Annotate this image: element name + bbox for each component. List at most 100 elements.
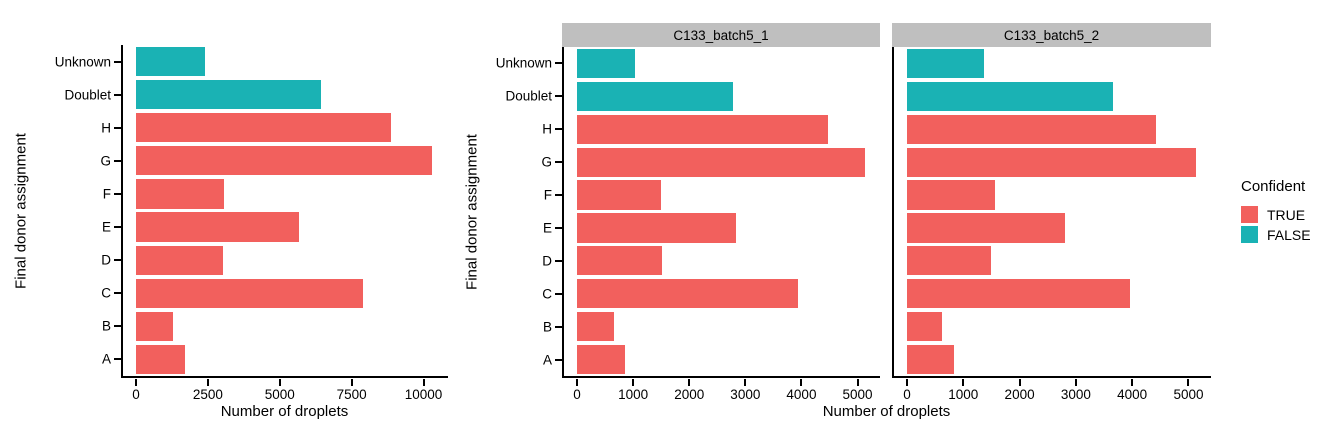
bar-overall-c bbox=[136, 278, 364, 308]
bar-facet_C133_batch5_2-unknown bbox=[907, 48, 984, 78]
y-tick-label-g: G bbox=[100, 153, 111, 169]
y-tick-label-a: A bbox=[542, 352, 552, 368]
y-axis-tick bbox=[554, 194, 562, 197]
y-axis-title: Final donor assignment bbox=[12, 133, 30, 289]
y-axis-title: Final donor assignment bbox=[463, 134, 481, 290]
y-axis-tick bbox=[113, 226, 121, 229]
x-axis-tick bbox=[422, 378, 425, 386]
y-tick-label-unknown: Unknown bbox=[495, 55, 552, 71]
y-axis-tick bbox=[554, 358, 562, 361]
facet-strip-batch5-1: C133_batch5_1 bbox=[562, 23, 880, 47]
y-axis-tick bbox=[554, 62, 562, 65]
y-axis-tick bbox=[554, 128, 562, 131]
bar-overall-e bbox=[136, 212, 299, 242]
legend-label: FALSE bbox=[1267, 226, 1311, 243]
x-tick-label-1000: 1000 bbox=[948, 387, 979, 402]
bar-overall-h bbox=[136, 113, 392, 143]
x-tick-label-5000: 5000 bbox=[1173, 387, 1204, 402]
bar-facet_C133_batch5_2-e bbox=[907, 213, 1065, 243]
y-axis-tick bbox=[554, 292, 562, 295]
x-tick-label-2500: 2500 bbox=[192, 387, 223, 402]
legend-items: TRUE FALSE bbox=[1241, 206, 1311, 243]
x-axis-title: Number of droplets bbox=[822, 403, 951, 420]
y-tick-label-b: B bbox=[101, 318, 111, 334]
y-axis-tick bbox=[554, 325, 562, 328]
legend: Confident TRUE FALSE bbox=[1241, 178, 1311, 246]
bar-facet_C133_batch5_1-h bbox=[577, 114, 828, 144]
y-axis-tick bbox=[113, 292, 121, 295]
bar-facet_C133_batch5_1-g bbox=[577, 147, 865, 177]
legend-label: TRUE bbox=[1267, 206, 1306, 223]
y-axis-tick bbox=[113, 159, 121, 162]
y-tick-label-d: D bbox=[101, 252, 111, 268]
bar-facet_C133_batch5_1-d bbox=[577, 246, 663, 276]
y-tick-label-doublet: Doublet bbox=[505, 88, 552, 104]
x-tick-label-4000: 4000 bbox=[786, 387, 817, 402]
y-tick-label-f: F bbox=[543, 187, 552, 203]
y-tick-label-f: F bbox=[102, 186, 111, 202]
bar-overall-unknown bbox=[136, 46, 205, 77]
x-axis-tick bbox=[906, 378, 908, 386]
x-axis-tick bbox=[576, 378, 578, 386]
y-axis-tick bbox=[113, 325, 121, 328]
x-tick-label-2000: 2000 bbox=[674, 387, 705, 402]
bar-overall-f bbox=[136, 179, 225, 209]
bar-facet_C133_batch5_2-c bbox=[907, 279, 1130, 309]
y-axis-tick bbox=[554, 161, 562, 164]
x-tick-label-0: 0 bbox=[903, 387, 911, 402]
y-axis-tick bbox=[113, 358, 121, 361]
overall-chart-panel: Unknown Doublet H G F E D C B A 0 2500 5000 7500 10000 bbox=[55, 45, 448, 402]
legend-swatch-true bbox=[1241, 206, 1258, 223]
x-axis-tick bbox=[1187, 378, 1190, 386]
bar-overall-a bbox=[136, 344, 186, 375]
x-tick-label-7500: 7500 bbox=[336, 387, 367, 402]
y-axis-tick bbox=[554, 259, 562, 262]
legend-item-true: TRUE bbox=[1241, 206, 1311, 223]
x-tick-label-0: 0 bbox=[132, 387, 140, 402]
bar-overall-b bbox=[136, 311, 173, 341]
y-tick-label-g: G bbox=[541, 154, 552, 170]
x-tick-label-5000: 5000 bbox=[842, 387, 873, 402]
bar-facet_C133_batch5_1-f bbox=[577, 180, 661, 210]
legend-swatch-false bbox=[1241, 226, 1258, 243]
x-axis-tick bbox=[744, 378, 747, 386]
bar-facet_C133_batch5_2-h bbox=[907, 114, 1156, 144]
bar-overall-doublet bbox=[136, 80, 322, 110]
bar-facet_C133_batch5_1-doublet bbox=[577, 81, 733, 111]
x-axis-tick bbox=[278, 378, 281, 386]
bar-facet_C133_batch5_2-f bbox=[907, 180, 996, 210]
legend-title: Confident bbox=[1241, 178, 1306, 195]
y-axis-tick bbox=[113, 93, 121, 96]
facet-panel-batch5-1: Unknown Doublet H G F E D C B A 0 1000 2000 3000 4000 5… bbox=[496, 47, 880, 402]
x-axis-tick bbox=[1074, 378, 1077, 386]
x-axis-tick bbox=[206, 378, 209, 386]
y-axis-tick bbox=[113, 60, 121, 63]
bar-facet_C133_batch5_2-d bbox=[907, 246, 992, 276]
bar-facet_C133_batch5_2-g bbox=[907, 147, 1196, 177]
bar-facet_C133_batch5_1-e bbox=[577, 213, 736, 243]
bar-facet_C133_batch5_2-b bbox=[907, 312, 942, 342]
y-tick-label-unknown: Unknown bbox=[54, 54, 111, 70]
x-axis-tick bbox=[350, 378, 353, 386]
y-axis-tick bbox=[113, 192, 121, 195]
bar-facet_C133_batch5_1-unknown bbox=[577, 48, 635, 78]
bar-facet_C133_batch5_1-b bbox=[577, 312, 615, 342]
x-tick-label-0: 0 bbox=[573, 387, 581, 402]
legend-item-false: FALSE bbox=[1241, 226, 1311, 243]
x-axis-tick bbox=[856, 378, 859, 386]
y-tick-label-e: E bbox=[542, 220, 552, 236]
x-axis-title: Number of droplets bbox=[220, 403, 349, 420]
y-tick-label-a: A bbox=[101, 351, 111, 367]
y-tick-label-b: B bbox=[542, 319, 552, 335]
bar-overall-g bbox=[136, 146, 432, 176]
x-axis-tick bbox=[800, 378, 803, 386]
y-tick-label-doublet: Doublet bbox=[64, 87, 111, 103]
x-axis-tick bbox=[962, 378, 965, 386]
y-tick-label-h: H bbox=[101, 120, 111, 136]
y-tick-label-c: C bbox=[542, 286, 552, 302]
x-tick-label-3000: 3000 bbox=[730, 387, 761, 402]
y-tick-label-c: C bbox=[101, 285, 111, 301]
facet-strip-batch5-2: C133_batch5_2 bbox=[892, 23, 1211, 47]
y-axis-tick bbox=[554, 226, 562, 229]
x-axis-tick bbox=[135, 378, 137, 386]
